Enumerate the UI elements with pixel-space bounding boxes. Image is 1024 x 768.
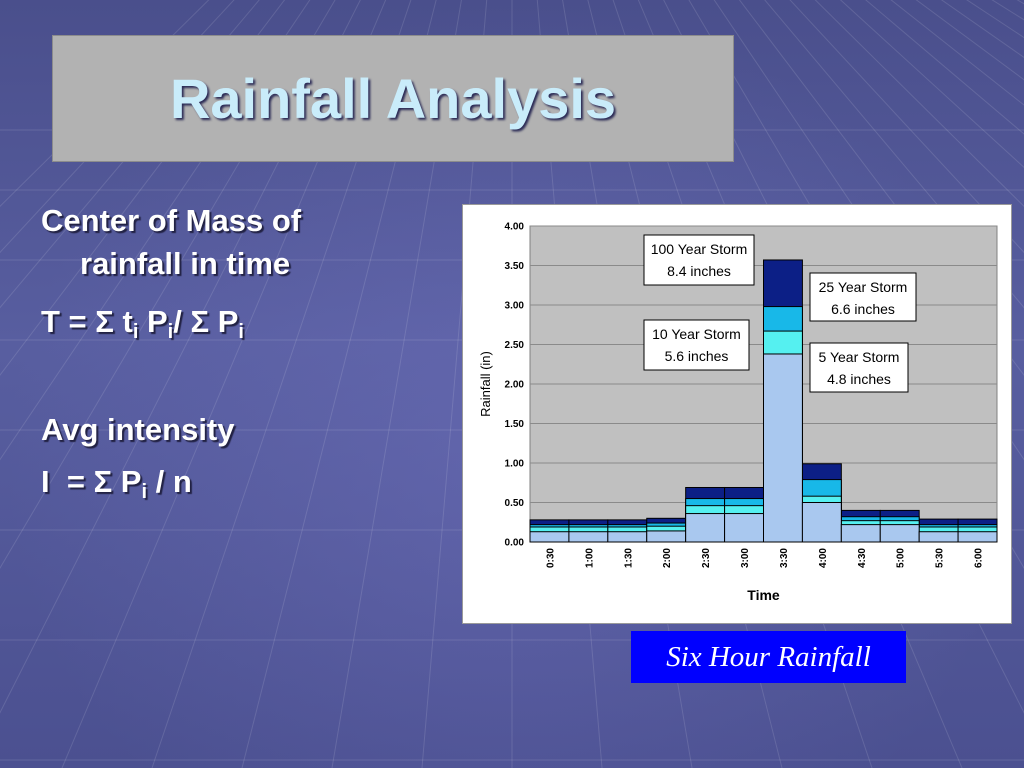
subscript: i — [132, 321, 139, 343]
y-tick-label: 1.00 — [505, 459, 525, 470]
bar — [801, 502, 842, 543]
annotation-box — [809, 272, 917, 322]
y-tick-label: 0.00 — [505, 538, 525, 549]
chart-caption: Six Hour Rainfall — [666, 640, 871, 673]
formula-part: / n — [147, 464, 192, 499]
annotation-value: 4.8 inches — [827, 371, 891, 387]
x-tick-label: 4:30 — [857, 548, 868, 568]
chart-frame: 0.00 0.50 1.00 1.50 2.00 2.50 3.00 3.50 4.00 0:30… — [462, 204, 1012, 624]
x-tick-label: 6:00 — [974, 548, 985, 568]
formula-i: I = Σ Pi / n — [41, 463, 192, 511]
bullet-center-of-mass: Center of Mass of — [41, 202, 301, 239]
subscript: i — [167, 321, 174, 343]
subscript: i — [238, 321, 244, 343]
bar — [879, 524, 920, 543]
bar — [840, 524, 881, 543]
bar — [763, 353, 803, 543]
x-tick-label: 5:30 — [935, 548, 946, 568]
x-tick-label: 2:00 — [662, 548, 673, 568]
y-tick-label: 2.50 — [505, 340, 525, 351]
bar — [529, 531, 570, 543]
bullet-text: Center of Mass of — [41, 203, 302, 238]
formula-part: / — [173, 304, 191, 339]
bullet-center-of-mass-cont: rainfall in time — [80, 245, 290, 282]
x-tick-label: 2:30 — [701, 548, 712, 568]
formula-t: T = Σ ti Pi/ Σ Pi — [41, 303, 244, 351]
annotation-value: 5.6 inches — [665, 348, 729, 364]
bar — [724, 513, 765, 543]
annotation-label: 100 Year Storm — [651, 241, 748, 257]
annotation-box — [643, 234, 755, 286]
formula-part: P — [209, 304, 239, 339]
x-tick-label: 1:00 — [584, 548, 595, 568]
y-tick-label: 4.00 — [505, 222, 525, 233]
formula-part: P — [138, 304, 168, 339]
y-tick-label: 1.50 — [505, 419, 525, 430]
x-tick-label: 4:00 — [818, 548, 829, 568]
sigma-symbol: Σ — [190, 304, 210, 339]
sigma-symbol: Σ — [93, 464, 113, 499]
formula-part: t — [113, 304, 133, 339]
y-tick-label: 0.50 — [505, 498, 525, 509]
rainfall-chart: 0.00 0.50 1.00 1.50 2.00 2.50 3.00 3.50 4.00 0:30… — [478, 222, 998, 603]
annotation-value: 6.6 inches — [831, 301, 895, 317]
caption-box: Six Hour Rainfall — [631, 631, 906, 683]
x-tick-label: 1:30 — [623, 548, 634, 568]
y-tick-label: 3.50 — [505, 261, 525, 272]
annotation-label: 25 Year Storm — [819, 279, 908, 295]
bar — [918, 531, 959, 543]
bullet-text: Avg intensity — [41, 412, 235, 447]
slide-title: Rainfall Analysis — [169, 67, 617, 130]
formula-part: P — [112, 464, 142, 499]
bullet-text: rainfall in time — [80, 246, 291, 281]
annotation-label: 10 Year Storm — [652, 326, 741, 342]
x-axis-title: Time — [747, 587, 780, 603]
formula-part: T = — [41, 304, 96, 339]
annotation-box — [809, 342, 909, 393]
x-tick-label: 3:00 — [740, 548, 751, 568]
y-tick-label: 3.00 — [505, 301, 525, 312]
sigma-symbol: Σ — [95, 304, 114, 339]
subscript: i — [141, 481, 148, 503]
annotation-value: 8.4 inches — [667, 263, 731, 279]
y-tick-label: 2.00 — [505, 380, 525, 391]
bar — [607, 531, 648, 543]
x-tick-label: 5:00 — [896, 548, 907, 568]
bar — [646, 530, 687, 543]
bar — [957, 531, 998, 543]
y-axis-title: Rainfall (in) — [478, 351, 493, 417]
title-box: Rainfall Analysis — [52, 35, 734, 162]
formula-part: I = — [41, 464, 94, 499]
bar — [685, 513, 726, 543]
x-tick-label: 3:30 — [779, 548, 790, 568]
bullet-avg-intensity: Avg intensity — [41, 411, 235, 448]
annotation-box — [643, 319, 750, 371]
x-tick-label: 0:30 — [545, 548, 556, 568]
bar — [568, 531, 609, 543]
annotation-label: 5 Year Storm — [819, 349, 900, 365]
